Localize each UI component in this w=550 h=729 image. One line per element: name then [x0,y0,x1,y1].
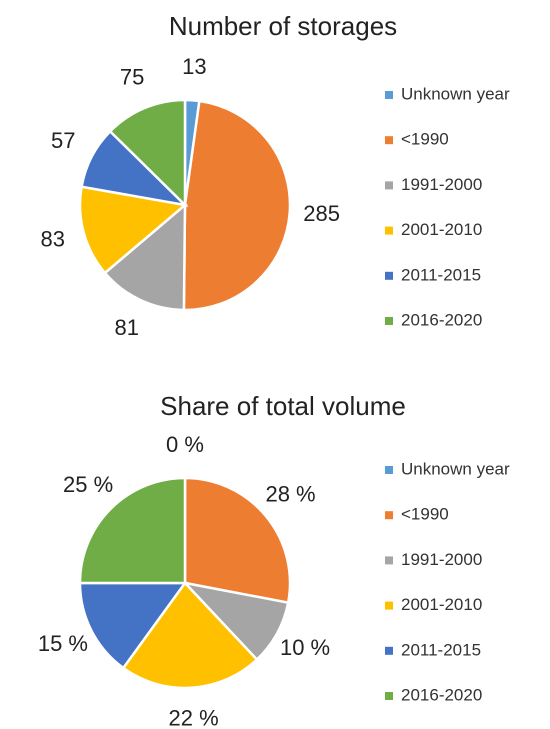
data-label: 10 % [280,635,330,660]
data-label: 83 [41,227,65,252]
legend-swatch [385,136,393,145]
pie-slice [78,476,187,585]
legend-label: 2016-2020 [401,310,482,329]
legend-label: 2011-2015 [401,265,481,284]
legend-swatch [385,317,393,325]
pie-slice [78,581,188,670]
data-label: 15 % [38,631,88,656]
legend-label: 1991-2000 [401,175,482,194]
pie-slice [103,202,187,312]
legend-label: 2001-2010 [401,220,482,239]
legend-swatch [385,692,393,700]
data-label: 22 % [169,706,219,729]
legend-label: 2011-2015 [401,640,481,659]
data-label: 81 [115,315,139,340]
legend-label: Unknown year [401,84,510,103]
pie-slice [121,581,259,690]
data-label: 13 [182,54,206,79]
data-label: 25 % [63,472,113,497]
pie-slice [183,476,292,605]
data-label: 0 % [166,432,204,457]
data-label: 57 [51,128,75,153]
chart-title: Number of storages [169,11,397,41]
legend-swatch [385,601,393,610]
pie-slice [108,98,187,208]
legend-swatch [385,511,393,520]
data-label: 285 [303,201,340,226]
legend-swatch [385,466,393,474]
legend-swatch [385,91,393,99]
legend-swatch [385,181,393,190]
data-label: 75 [120,64,144,89]
legend-label: 1991-2000 [401,550,482,569]
legend-label: <1990 [401,130,449,149]
legend-label: 2016-2020 [401,685,482,704]
legend-swatch [385,646,393,655]
pie-slice [78,185,188,275]
legend-label: 2001-2010 [401,595,482,614]
chart-title: Share of total volume [160,391,406,421]
legend-label: <1990 [401,505,449,524]
pie-slice [182,99,292,312]
legend-swatch [385,226,393,235]
legend-swatch [385,556,393,565]
legend-label: Unknown year [401,459,510,478]
legend-swatch [385,271,393,280]
data-label: 28 % [265,481,315,506]
